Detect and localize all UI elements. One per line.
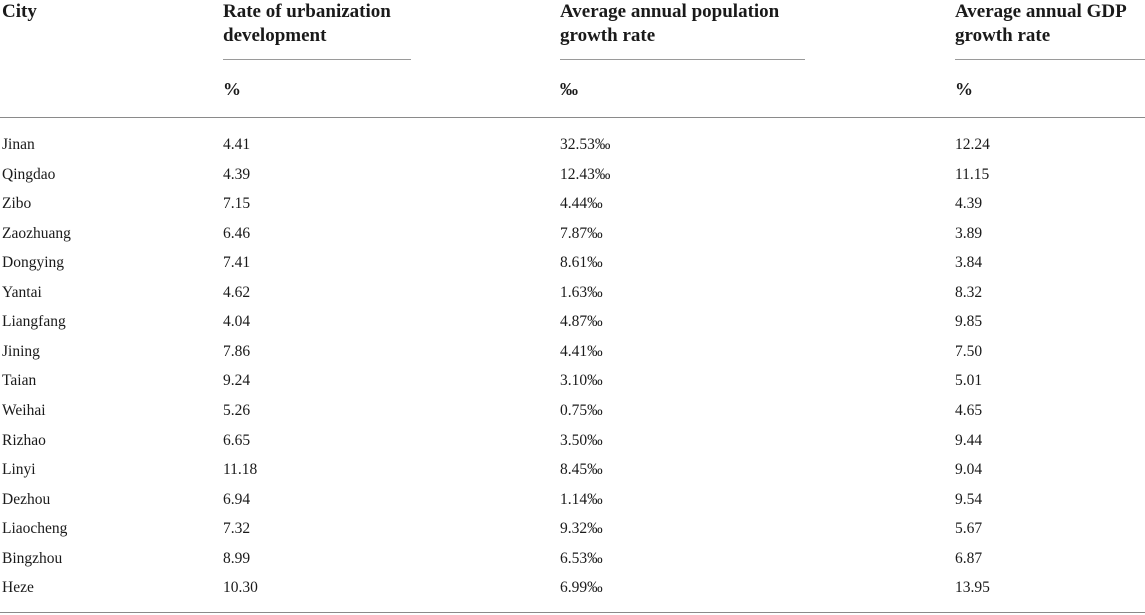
header-underline-gdp: [955, 59, 1145, 60]
table-row: Linyi 11.18 8.45‰ 9.04: [0, 455, 1145, 485]
cell-urbanization: 6.94: [223, 490, 251, 508]
cell-city: Qingdao: [2, 165, 56, 183]
cell-urbanization: 7.41: [223, 254, 251, 272]
cell-city: Jining: [2, 342, 40, 360]
cell-urbanization: 6.46: [223, 224, 251, 242]
table-row: Zibo 7.15 4.44‰ 4.39: [0, 189, 1145, 219]
unit-urbanization: %: [223, 79, 241, 99]
header-population-line1: Average annual population: [560, 1, 780, 22]
cell-population: 8.61‰: [560, 254, 603, 272]
header-urbanization-line2: development: [223, 25, 327, 46]
header-gdp: Average annual GDP growth rate: [955, 0, 1127, 48]
cell-population: 8.45‰: [560, 461, 603, 479]
cell-gdp: 9.44: [955, 431, 983, 449]
cell-gdp: 4.39: [955, 195, 983, 213]
cell-population: 9.32‰: [560, 520, 603, 538]
cell-urbanization: 7.86: [223, 342, 251, 360]
cell-urbanization: 4.04: [223, 313, 251, 331]
table-row: Qingdao 4.39 12.43‰ 11.15: [0, 160, 1145, 190]
cell-urbanization: 5.26: [223, 401, 251, 419]
cell-urbanization: 4.41: [223, 136, 251, 153]
header-urbanization-line1: Rate of urbanization: [223, 1, 391, 22]
cell-city: Zibo: [2, 195, 32, 213]
cell-population: 6.99‰: [560, 579, 603, 597]
cell-gdp: 3.84: [955, 254, 983, 272]
cell-gdp: 3.89: [955, 224, 983, 242]
bottom-rule: [0, 612, 1145, 613]
cell-urbanization: 10.30: [223, 579, 258, 597]
cell-city: Linyi: [2, 461, 36, 479]
header-population: Average annual population growth rate: [560, 0, 779, 48]
table-row: Dezhou 6.94 1.14‰ 9.54: [0, 485, 1145, 515]
cell-gdp: 5.01: [955, 372, 983, 390]
table-row: Bingzhou 8.99 6.53‰ 6.87: [0, 544, 1145, 574]
cell-population: 6.53‰: [560, 549, 603, 567]
cell-gdp: 5.67: [955, 520, 983, 538]
table-row: Zaozhuang 6.46 7.87‰ 3.89: [0, 219, 1145, 249]
cell-population: 7.87‰: [560, 224, 603, 242]
cell-gdp: 8.32: [955, 283, 983, 301]
unit-gdp: %: [955, 79, 973, 99]
cell-gdp: 12.24: [955, 136, 990, 153]
cell-urbanization: 4.62: [223, 283, 251, 301]
cell-urbanization: 11.18: [223, 461, 258, 479]
table-row: Liaocheng 7.32 9.32‰ 5.67: [0, 514, 1145, 544]
cell-population: 4.44‰: [560, 195, 603, 213]
table-row: Jining 7.86 4.41‰ 7.50: [0, 337, 1145, 367]
cell-population: 12.43‰: [560, 165, 611, 183]
cell-city: Bingzhou: [2, 549, 63, 567]
header-gdp-line2: growth rate: [955, 25, 1051, 46]
header-urbanization: Rate of urbanization development: [223, 0, 391, 48]
table-row: Jinan 4.41 32.53‰ 12.24: [0, 130, 1145, 160]
table-row: Dongying 7.41 8.61‰ 3.84: [0, 248, 1145, 278]
cell-city: Zaozhuang: [2, 224, 71, 242]
cell-population: 32.53‰: [560, 136, 611, 153]
table-row: Rizhao 6.65 3.50‰ 9.44: [0, 426, 1145, 456]
cell-city: Liaocheng: [2, 520, 68, 538]
cell-city: Dongying: [2, 254, 64, 272]
cell-population: 4.41‰: [560, 342, 603, 360]
cell-city: Weihai: [2, 401, 46, 419]
cell-urbanization: 9.24: [223, 372, 251, 390]
cell-city: Taian: [2, 372, 37, 390]
cell-gdp: 9.85: [955, 313, 983, 331]
cell-population: 0.75‰: [560, 401, 603, 419]
cell-population: 3.10‰: [560, 372, 603, 390]
cell-population: 1.63‰: [560, 283, 603, 301]
cell-gdp: 7.50: [955, 342, 983, 360]
cell-city: Dezhou: [2, 490, 51, 508]
table-row: Heze 10.30 6.99‰ 13.95: [0, 573, 1145, 603]
header-population-line2: growth rate: [560, 25, 656, 46]
cell-gdp: 6.87: [955, 549, 983, 567]
cell-urbanization: 6.65: [223, 431, 251, 449]
unit-population: ‰: [560, 79, 578, 99]
cell-population: 4.87‰: [560, 313, 603, 331]
cell-city: Rizhao: [2, 431, 46, 449]
cell-city: Jinan: [2, 136, 35, 153]
table-row: Weihai 5.26 0.75‰ 4.65: [0, 396, 1145, 426]
cell-city: Heze: [2, 579, 34, 597]
cell-gdp: 9.54: [955, 490, 983, 508]
header-city: City: [2, 1, 37, 22]
header-rule: [0, 117, 1145, 118]
cell-city: Yantai: [2, 283, 42, 301]
cell-population: 1.14‰: [560, 490, 603, 508]
header-underline-population: [560, 59, 805, 60]
header-gdp-line1: Average annual GDP: [955, 1, 1127, 22]
cell-urbanization: 7.32: [223, 520, 251, 538]
cell-population: 3.50‰: [560, 431, 603, 449]
header-underline-urbanization: [223, 59, 411, 60]
cell-gdp: 4.65: [955, 401, 983, 419]
table-row: Liangfang 4.04 4.87‰ 9.85: [0, 307, 1145, 337]
cell-gdp: 11.15: [955, 165, 990, 183]
table-row: Yantai 4.62 1.63‰ 8.32: [0, 278, 1145, 308]
cell-city: Liangfang: [2, 313, 66, 331]
cell-gdp: 9.04: [955, 461, 983, 479]
cell-urbanization: 4.39: [223, 165, 251, 183]
cell-urbanization: 7.15: [223, 195, 251, 213]
cell-gdp: 13.95: [955, 579, 990, 597]
table-row: Taian 9.24 3.10‰ 5.01: [0, 366, 1145, 396]
cell-urbanization: 8.99: [223, 549, 251, 567]
